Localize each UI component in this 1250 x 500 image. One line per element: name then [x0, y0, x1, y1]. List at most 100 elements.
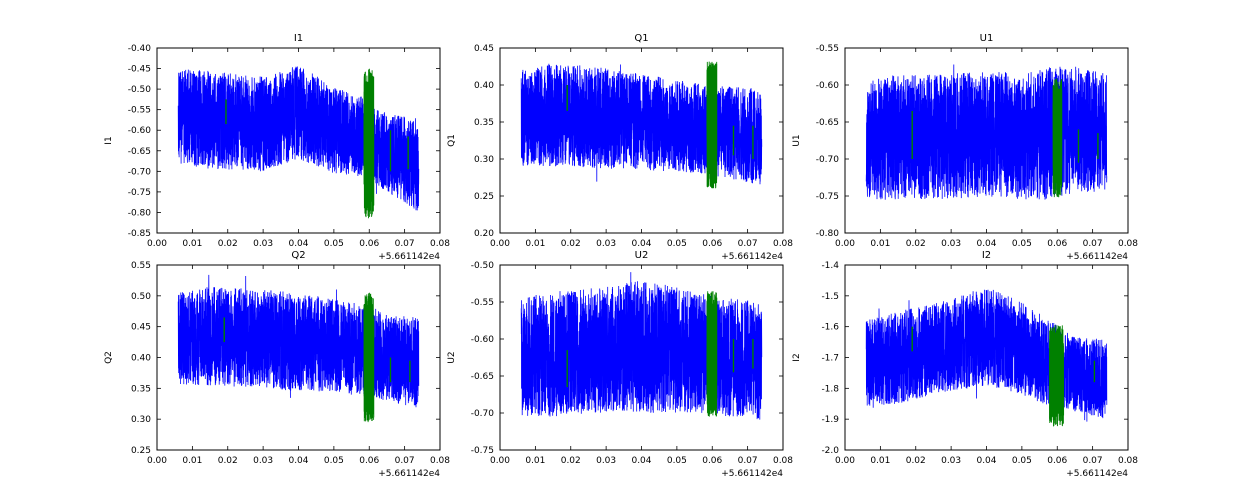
y-tick-label: -0.70	[816, 155, 840, 165]
x-tick-label: 0.00	[835, 456, 855, 466]
x-tick-label: 0.02	[218, 239, 238, 249]
y-tick-label: -0.55	[471, 298, 494, 308]
x-tick-label: 0.08	[430, 239, 450, 249]
y-tick-label: 0.30	[474, 155, 494, 165]
y-tick-label: -1.4	[821, 261, 839, 271]
x-tick-label: 0.01	[182, 239, 202, 249]
y-tick-label: 0.40	[474, 81, 494, 91]
x-tick-label: 0.04	[288, 239, 308, 249]
x-tick-label: 0.00	[490, 456, 510, 466]
x-offset-label: +5.661142e4	[1066, 469, 1128, 479]
subplot-U1: 0.00 0.01 0.02 0.03 0.04 0.05 0.06 0.07 0.08 -0.8…	[792, 33, 1138, 262]
x-tick-label: 0.05	[324, 456, 344, 466]
y-tick-label: 0.35	[131, 384, 151, 394]
x-offset-label: +5.661142e4	[1066, 252, 1128, 262]
highlight-band	[363, 292, 375, 423]
plot-title: Q1	[634, 33, 648, 44]
y-tick-label: -0.75	[471, 446, 494, 456]
y-axis-label: I2	[792, 353, 802, 361]
x-tick-label: 0.05	[1012, 456, 1032, 466]
x-tick-label: 0.05	[324, 239, 344, 249]
y-tick-label: -0.40	[128, 44, 152, 54]
x-tick-label: 0.04	[288, 456, 308, 466]
x-tick-label: 0.06	[702, 456, 722, 466]
y-tick-label: -2.0	[821, 446, 839, 456]
y-tick-label: 0.45	[131, 323, 151, 333]
x-tick-label: 0.07	[738, 239, 758, 249]
highlight-band	[363, 68, 375, 219]
x-tick-label: 0.01	[525, 456, 545, 466]
y-tick-label: -0.55	[816, 44, 839, 54]
x-tick-label: 0.04	[631, 456, 651, 466]
y-tick-label: -0.60	[816, 81, 840, 91]
data-series	[520, 272, 763, 420]
x-tick-label: 0.08	[773, 239, 793, 249]
x-tick-label: 0.03	[596, 239, 616, 249]
y-tick-label: -0.70	[128, 167, 152, 177]
y-tick-label: -0.60	[471, 335, 495, 345]
x-tick-label: 0.06	[1047, 239, 1067, 249]
y-tick-label: -1.8	[821, 384, 839, 394]
x-tick-label: 0.06	[702, 239, 722, 249]
data-series	[865, 64, 1108, 200]
y-tick-label: -0.75	[816, 192, 839, 202]
y-axis-label: Q1	[447, 134, 457, 147]
x-tick-label: 0.03	[941, 239, 961, 249]
x-tick-label: 0.05	[1012, 239, 1032, 249]
highlight-band	[1049, 325, 1065, 427]
x-tick-label: 0.07	[738, 456, 758, 466]
plot-title: U2	[635, 250, 649, 261]
plot-title: I2	[982, 250, 991, 261]
y-tick-label: 0.35	[474, 118, 494, 128]
y-tick-label: 0.20	[474, 229, 494, 239]
x-tick-label: 0.01	[870, 456, 890, 466]
data-series	[520, 63, 763, 185]
x-tick-label: 0.05	[667, 239, 687, 249]
x-tick-label: 0.03	[253, 239, 273, 249]
x-tick-label: 0.01	[870, 239, 890, 249]
x-tick-label: 0.03	[941, 456, 961, 466]
y-tick-label: 0.30	[131, 415, 151, 425]
y-tick-label: -0.50	[128, 85, 152, 95]
x-tick-label: 0.06	[359, 456, 379, 466]
x-tick-label: 0.04	[976, 456, 996, 466]
x-tick-label: 0.00	[490, 239, 510, 249]
y-tick-label: -0.70	[471, 409, 495, 419]
x-tick-label: 0.01	[182, 456, 202, 466]
x-tick-label: 0.03	[596, 456, 616, 466]
data-series	[177, 66, 420, 211]
y-tick-label: -0.80	[128, 208, 152, 218]
x-tick-label: 0.08	[430, 456, 450, 466]
y-tick-label: 0.55	[131, 261, 151, 271]
y-tick-label: 0.45	[474, 44, 494, 54]
x-offset-label: +5.661142e4	[721, 252, 783, 262]
x-tick-label: 0.02	[561, 239, 581, 249]
subplot-Q2: 0.00 0.01 0.02 0.03 0.04 0.05 0.06 0.07 0.08 0.25…	[104, 250, 450, 479]
x-tick-label: 0.03	[253, 456, 273, 466]
y-tick-label: -0.60	[128, 126, 152, 136]
y-tick-label: -0.65	[816, 118, 839, 128]
x-offset-label: +5.661142e4	[378, 252, 440, 262]
x-tick-label: 0.07	[395, 239, 415, 249]
plot-title: U1	[980, 33, 994, 44]
x-tick-label: 0.08	[1118, 239, 1138, 249]
x-tick-label: 0.00	[147, 456, 167, 466]
y-axis-label: U2	[447, 351, 457, 363]
y-tick-label: -0.80	[816, 229, 840, 239]
x-tick-label: 0.01	[525, 239, 545, 249]
subplot-U2: 0.00 0.01 0.02 0.03 0.04 0.05 0.06 0.07 0.08 -0.7…	[447, 250, 793, 479]
data-series	[177, 274, 420, 408]
x-tick-label: 0.00	[835, 239, 855, 249]
highlight-band	[706, 291, 718, 417]
subplot-Q1: 0.00 0.01 0.02 0.03 0.04 0.05 0.06 0.07 0.08 0.20…	[447, 33, 793, 262]
x-tick-label: 0.06	[1047, 456, 1067, 466]
x-tick-label: 0.05	[667, 456, 687, 466]
y-tick-label: 0.50	[131, 292, 151, 302]
y-axis-label: U1	[792, 134, 802, 146]
y-tick-label: 0.40	[131, 354, 151, 364]
y-tick-label: -1.5	[821, 292, 839, 302]
y-tick-label: 0.25	[474, 192, 494, 202]
y-tick-label: -0.65	[471, 372, 494, 382]
subplot-I1: 0.00 0.01 0.02 0.03 0.04 0.05 0.06 0.07 0.08 -0.8…	[104, 33, 450, 262]
